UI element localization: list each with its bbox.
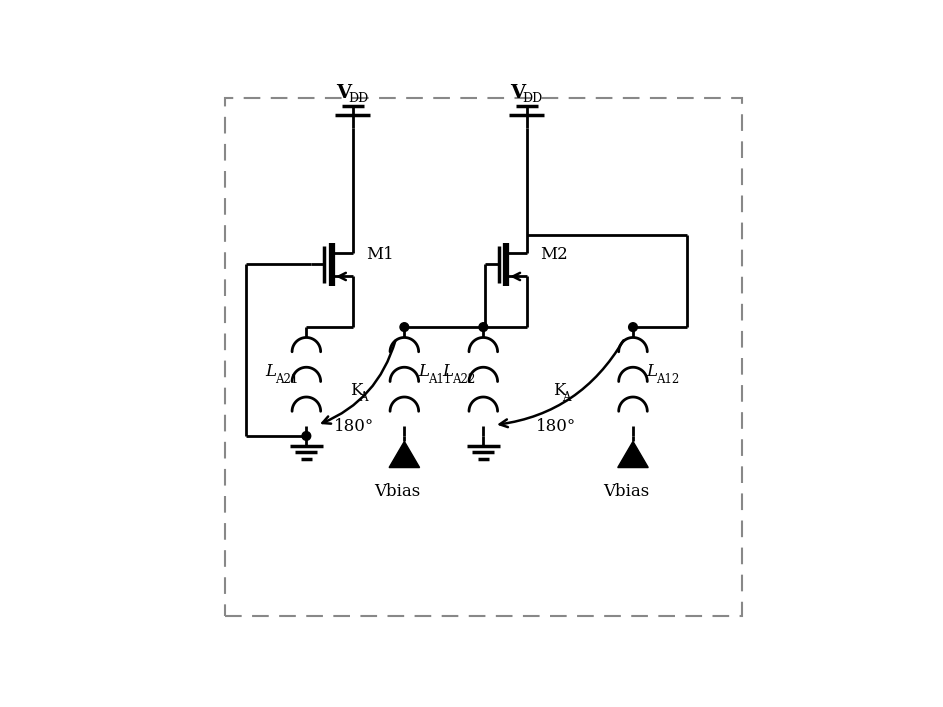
Text: L: L bbox=[442, 363, 454, 380]
Circle shape bbox=[400, 322, 408, 332]
Text: A11: A11 bbox=[428, 373, 451, 385]
Text: 180°: 180° bbox=[334, 418, 373, 435]
Circle shape bbox=[302, 431, 310, 440]
Circle shape bbox=[629, 322, 637, 332]
Text: A: A bbox=[359, 390, 368, 404]
Text: V: V bbox=[337, 84, 352, 103]
Circle shape bbox=[479, 322, 488, 332]
Text: K: K bbox=[350, 382, 362, 399]
Text: Vbias: Vbias bbox=[374, 483, 421, 500]
Text: L: L bbox=[647, 363, 657, 380]
Text: DD: DD bbox=[522, 92, 543, 105]
Text: 180°: 180° bbox=[537, 418, 576, 435]
Text: L: L bbox=[418, 363, 429, 380]
Text: V: V bbox=[510, 84, 525, 103]
Text: DD: DD bbox=[348, 92, 369, 105]
Text: Vbias: Vbias bbox=[604, 483, 650, 500]
Text: A12: A12 bbox=[656, 373, 680, 385]
Text: A22: A22 bbox=[453, 373, 475, 385]
Text: L: L bbox=[266, 363, 276, 380]
Polygon shape bbox=[389, 441, 420, 467]
Text: A21: A21 bbox=[275, 373, 299, 385]
Text: M2: M2 bbox=[540, 246, 569, 263]
Text: M1: M1 bbox=[366, 246, 394, 263]
Text: A: A bbox=[562, 390, 571, 404]
Polygon shape bbox=[618, 441, 648, 467]
Text: K: K bbox=[553, 382, 565, 399]
